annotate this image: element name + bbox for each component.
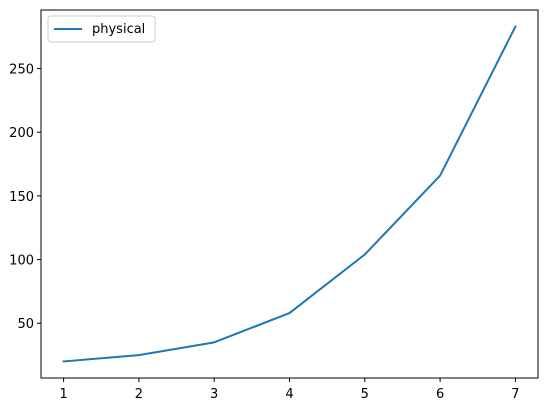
series-line-physical <box>64 27 516 362</box>
y-tick-label: 250 <box>9 63 34 78</box>
legend: physical <box>48 16 155 42</box>
x-tick-label: 7 <box>511 387 519 402</box>
y-tick-label: 150 <box>9 190 34 205</box>
plot-frame <box>41 10 538 378</box>
y-tick-label: 100 <box>9 254 34 269</box>
x-tick-label: 2 <box>135 387 143 402</box>
x-tick-label: 1 <box>59 387 67 402</box>
y-tick-label: 50 <box>17 317 34 332</box>
series-layer <box>64 27 516 362</box>
x-tick-label: 3 <box>210 387 218 402</box>
x-tick-label: 5 <box>361 387 369 402</box>
y-tick-label: 200 <box>9 126 34 141</box>
x-tick-label: 4 <box>285 387 293 402</box>
legend-label: physical <box>92 22 145 37</box>
x-tick-label: 6 <box>436 387 444 402</box>
axis-ticks-layer: 1 2 3 4 5 6 7 50 100 150 200 250 <box>9 63 519 402</box>
